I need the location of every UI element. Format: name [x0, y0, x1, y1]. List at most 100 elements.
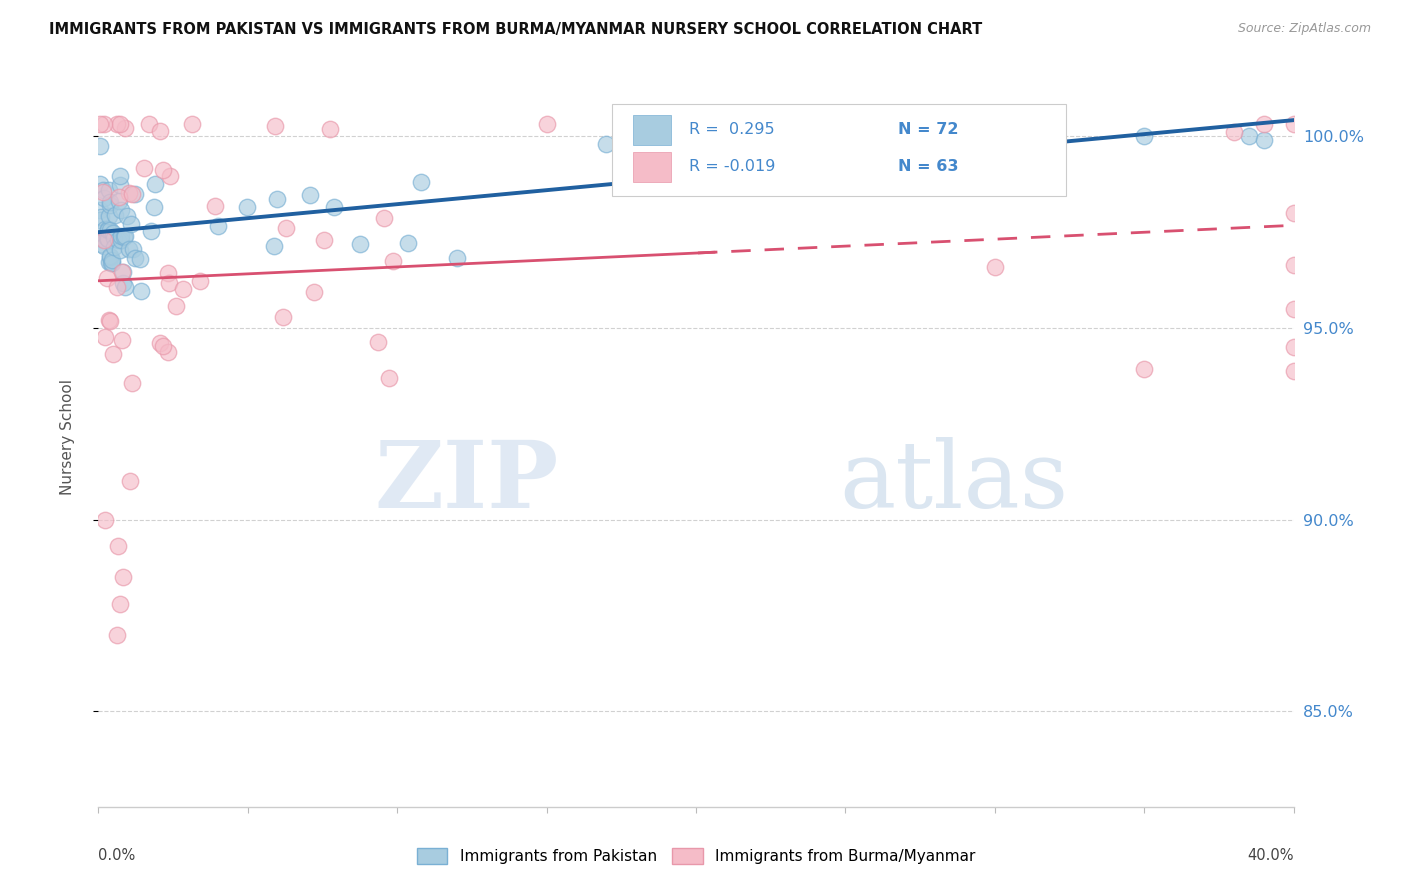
Point: [89, 213, 111, 227]
FancyBboxPatch shape: [613, 104, 1067, 196]
Point: [446, 252, 468, 266]
Point: [149, 335, 172, 350]
Point: [120, 474, 142, 488]
Point: [114, 121, 136, 136]
Point: [367, 334, 389, 349]
Point: [111, 276, 134, 290]
Point: [984, 260, 1007, 274]
Point: [111, 333, 134, 347]
Point: [349, 237, 371, 252]
Point: [112, 230, 135, 244]
Point: [152, 163, 174, 178]
Point: [110, 169, 132, 183]
Point: [111, 570, 134, 584]
Point: [90, 210, 112, 224]
Point: [101, 227, 124, 241]
Point: [1282, 340, 1305, 354]
Point: [207, 219, 229, 233]
Point: [93, 512, 115, 526]
Point: [1282, 206, 1305, 220]
Text: R =  0.295: R = 0.295: [689, 122, 775, 137]
Text: ZIP: ZIP: [374, 436, 558, 526]
Point: [1133, 128, 1156, 143]
Point: [93, 239, 115, 253]
Point: [745, 133, 768, 147]
Point: [1133, 362, 1156, 376]
Point: [121, 376, 143, 391]
Point: [145, 178, 167, 192]
Point: [101, 253, 124, 268]
Point: [93, 233, 115, 247]
Point: [91, 183, 114, 197]
Point: [1253, 118, 1275, 132]
Point: [159, 169, 181, 184]
Text: atlas: atlas: [839, 436, 1069, 526]
Point: [1282, 301, 1305, 316]
Legend: Immigrants from Pakistan, Immigrants from Burma/Myanmar: Immigrants from Pakistan, Immigrants fro…: [411, 842, 981, 870]
Point: [93, 118, 115, 132]
Point: [97, 255, 120, 269]
Point: [139, 224, 162, 238]
Point: [110, 233, 132, 247]
Point: [96, 232, 118, 246]
Point: [97, 222, 120, 236]
Point: [89, 139, 111, 153]
Point: [138, 118, 160, 132]
Text: Source: ZipAtlas.com: Source: ZipAtlas.com: [1237, 22, 1371, 36]
Point: [91, 231, 114, 245]
Point: [685, 118, 707, 132]
Point: [98, 314, 121, 328]
Point: [152, 339, 174, 353]
Point: [110, 202, 132, 217]
Point: [1282, 258, 1305, 272]
Point: [118, 186, 141, 200]
Point: [107, 540, 129, 554]
Point: [115, 209, 138, 223]
Point: [302, 285, 325, 299]
Point: [94, 222, 117, 236]
Point: [314, 233, 336, 247]
Point: [188, 274, 211, 288]
Point: [96, 231, 118, 245]
Point: [157, 344, 180, 359]
Point: [89, 202, 111, 217]
Point: [322, 200, 344, 214]
Point: [180, 118, 202, 132]
Point: [114, 228, 136, 243]
Point: [595, 136, 617, 151]
Point: [96, 271, 118, 285]
Point: [98, 195, 121, 210]
Point: [120, 217, 142, 231]
Point: [108, 118, 131, 132]
Point: [157, 277, 180, 291]
Text: IMMIGRANTS FROM PAKISTAN VS IMMIGRANTS FROM BURMA/MYANMAR NURSERY SCHOOL CORRELA: IMMIGRANTS FROM PAKISTAN VS IMMIGRANTS F…: [49, 22, 983, 37]
Point: [271, 310, 294, 324]
Point: [101, 347, 124, 361]
Point: [98, 250, 121, 264]
Point: [377, 371, 399, 385]
Point: [98, 223, 121, 237]
Point: [111, 265, 134, 279]
Point: [93, 192, 115, 206]
Point: [105, 280, 128, 294]
Point: [97, 209, 120, 223]
Point: [373, 211, 395, 226]
Point: [89, 118, 111, 132]
FancyBboxPatch shape: [633, 115, 671, 145]
Point: [266, 192, 288, 206]
Point: [381, 254, 404, 268]
Point: [129, 285, 152, 299]
Point: [1223, 125, 1246, 139]
Point: [94, 330, 117, 344]
Point: [89, 178, 111, 192]
Point: [236, 200, 259, 214]
Point: [110, 229, 132, 244]
Point: [124, 251, 146, 265]
Point: [105, 118, 128, 132]
Point: [165, 299, 187, 313]
Text: R = -0.019: R = -0.019: [689, 160, 775, 174]
Point: [118, 242, 141, 256]
Point: [129, 252, 152, 266]
Point: [276, 221, 298, 235]
Point: [100, 256, 122, 270]
